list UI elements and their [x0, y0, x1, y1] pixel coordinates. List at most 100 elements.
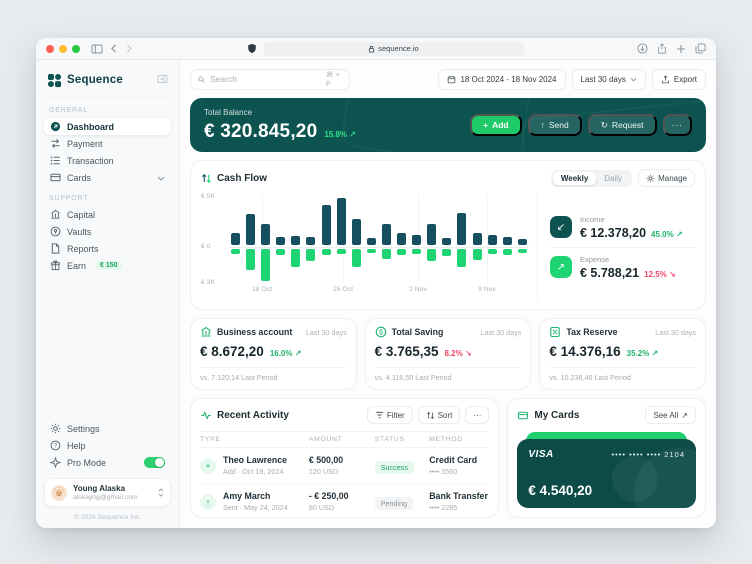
activity-method-sub: •••• 2285 — [429, 503, 458, 512]
sidebar-item-dashboard[interactable]: Dashboard — [44, 118, 171, 135]
trend-arrow-icon: ↗ — [294, 349, 302, 358]
sidebar-item-vaults[interactable]: Vaults — [44, 223, 171, 240]
user-menu[interactable]: Young Alaska alskayng@gmail.com — [44, 478, 171, 507]
outflow-bar — [351, 249, 361, 268]
add-button[interactable]: + Add — [470, 114, 522, 136]
sidebar-item-label: Capital — [67, 209, 96, 220]
export-icon — [661, 74, 669, 83]
chart-bars — [231, 195, 527, 283]
sidebar-item-label: Help — [67, 440, 86, 451]
search-box[interactable]: ⌘ + F — [190, 68, 350, 90]
arrow-up-icon: ↑ — [540, 120, 545, 130]
search-input[interactable] — [209, 74, 321, 84]
back-icon[interactable] — [110, 44, 118, 53]
outflow-bar — [306, 249, 316, 261]
stat-period: Last 30 days — [305, 327, 347, 337]
chart-bar-group — [261, 195, 271, 283]
inflow-bar — [397, 233, 407, 245]
trend-arrow-icon: ↘ — [464, 349, 472, 358]
pro-mode-toggle[interactable] — [144, 457, 165, 468]
manage-button[interactable]: Manage — [638, 169, 695, 187]
privacy-shield-icon[interactable] — [247, 43, 257, 54]
status-badge: Success — [374, 460, 414, 474]
copyright: © 2024 Sequence Inc. — [73, 514, 142, 521]
minimize-window-button[interactable] — [59, 44, 67, 53]
period-select[interactable]: Last 30 days — [571, 68, 646, 90]
sidebar-item-pro-mode[interactable]: Pro Mode — [44, 454, 171, 471]
sparkle-icon — [50, 457, 61, 468]
sidebar-item-help[interactable]: ? Help — [44, 437, 171, 454]
sidebar-item-capital[interactable]: Capital — [44, 206, 171, 223]
refresh-icon: ↻ — [600, 119, 608, 130]
card-stack[interactable]: VISA •••• •••• •••• 2104 € 4.540,20 — [517, 432, 696, 508]
close-window-button[interactable] — [46, 44, 54, 53]
send-button[interactable]: ↑ Send — [527, 114, 582, 136]
granularity-toggle: Weekly Daily — [550, 169, 633, 187]
date-range-picker[interactable]: 18 Oct 2024 - 18 Nov 2024 — [438, 68, 566, 90]
visa-logo: VISA — [528, 449, 554, 460]
bank-icon — [201, 326, 211, 337]
sidebar-item-earn[interactable]: Earn € 150 — [44, 257, 171, 274]
stat-period: Last 30 days — [480, 327, 522, 337]
table-row[interactable]: ↑ Amy March Sent · May 24, 2024 - € 250,… — [200, 484, 489, 517]
inflow-bar — [276, 237, 286, 245]
deposit-icon: + — [200, 457, 216, 474]
inflow-bar — [487, 235, 497, 245]
more-icon: ··· — [473, 410, 482, 420]
request-button[interactable]: ↻ Request — [587, 114, 657, 136]
table-row[interactable]: + Theo Lawrence Add · Oct 18, 2024 € 500… — [200, 448, 490, 484]
activity-method: Credit Card — [429, 455, 478, 465]
activity-sub: Sent · May 24, 2024 — [223, 503, 288, 512]
browser-window: sequence.io — [36, 38, 716, 528]
search-shortcut: ⌘ + F — [325, 70, 340, 88]
recent-activity-card: Recent Activity Filter Sort ··· — [190, 398, 500, 518]
activity-more-button[interactable]: ··· — [465, 406, 490, 424]
plus-icon: + — [483, 120, 489, 130]
outflow-bar — [246, 249, 256, 271]
sidebar-item-label: Pro Mode — [67, 457, 107, 468]
collapse-sidebar-icon[interactable] — [157, 71, 168, 89]
sort-button[interactable]: Sort — [417, 406, 461, 424]
calendar-icon — [448, 75, 456, 83]
downloads-icon[interactable] — [637, 43, 648, 54]
outflow-bar — [261, 249, 271, 281]
url-bar[interactable]: sequence.io — [263, 41, 524, 56]
tab-weekly[interactable]: Weekly — [552, 171, 597, 185]
arrow-up-right-icon: ↗ — [681, 410, 688, 420]
sent-icon: ↑ — [200, 493, 216, 510]
balance-more-button[interactable]: ··· — [662, 114, 692, 136]
inflow-bar — [457, 213, 467, 245]
outflow-bar — [517, 249, 527, 254]
sidebar-item-payment[interactable]: Payment — [44, 135, 171, 152]
sidebar-item-cards[interactable]: Cards — [44, 169, 171, 186]
tax-document-icon — [550, 326, 561, 338]
see-all-button[interactable]: See All ↗ — [645, 406, 696, 424]
svg-text:$: $ — [379, 329, 383, 336]
chart-x-tick: 18 Oct — [251, 286, 273, 293]
zoom-window-button[interactable] — [72, 44, 80, 53]
outflow-bar — [336, 249, 346, 255]
expense-amount: € 5.788,21 — [580, 265, 640, 280]
activity-icon — [201, 410, 211, 420]
inflow-bar — [261, 223, 271, 245]
forward-icon[interactable] — [125, 44, 133, 53]
filter-button[interactable]: Filter — [366, 406, 413, 424]
outflow-bar — [366, 249, 376, 254]
sidebar-item-settings[interactable]: Settings — [44, 420, 171, 437]
inflow-bar — [427, 223, 437, 245]
chart-bar-group — [351, 195, 361, 283]
share-icon[interactable] — [657, 43, 667, 54]
inflow-bar — [517, 239, 527, 245]
balance-change: 15.8% ↗ — [324, 129, 356, 139]
outflow-bar — [442, 249, 452, 257]
tab-daily[interactable]: Daily — [604, 173, 623, 183]
export-label: Export — [673, 74, 697, 84]
sidebar-item-transaction[interactable]: Transaction — [44, 152, 171, 169]
export-button[interactable]: Export — [651, 68, 706, 90]
new-tab-icon[interactable] — [676, 44, 686, 54]
window-controls[interactable] — [46, 44, 80, 53]
tab-overview-icon[interactable] — [695, 43, 706, 54]
chart-bar-group — [397, 195, 407, 283]
browser-sidebar-icon[interactable] — [91, 44, 103, 54]
sidebar-item-reports[interactable]: Reports — [44, 240, 171, 257]
